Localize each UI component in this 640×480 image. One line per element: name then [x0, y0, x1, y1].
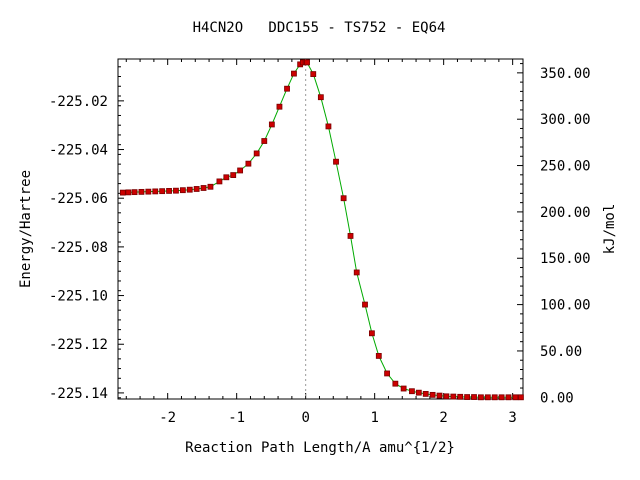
- y-tick-label: -225.06: [49, 191, 108, 207]
- data-point: [369, 330, 375, 337]
- data-point: [325, 123, 332, 130]
- data-point: [237, 167, 244, 174]
- data-point: [429, 391, 436, 398]
- axis-ticks: [118, 59, 523, 399]
- data-point: [291, 70, 297, 77]
- data-point: [436, 392, 443, 399]
- y2-tick-labels: 0.00 50.00 100.00 150.00 200.00 250.00 300.00 3…: [540, 66, 591, 406]
- data-point: [400, 385, 407, 392]
- data-point: [512, 394, 519, 401]
- data-point: [166, 188, 172, 194]
- y-tick-label: -225.14: [49, 386, 108, 402]
- data-point: [422, 390, 429, 397]
- data-point: [230, 172, 237, 178]
- x-tick-label: -2: [159, 410, 176, 426]
- y2-tick-label: 100.00: [540, 298, 591, 314]
- x-tick-label: 0: [301, 410, 309, 426]
- x-tick-label: 3: [508, 410, 516, 426]
- data-point: [505, 394, 512, 401]
- data-point: [138, 188, 145, 195]
- data-point: [392, 380, 399, 387]
- plot-frame: [117, 58, 524, 400]
- data-point: [276, 103, 283, 110]
- plot-border: [117, 58, 524, 400]
- x-axis-label: Reaction Path Length/A amu^{1/2}: [185, 440, 455, 456]
- data-point: [310, 71, 317, 77]
- y-tick-label: -225.12: [49, 337, 108, 353]
- data-point: [179, 187, 186, 194]
- y-tick-labels: -225.02 -225.04 -225.06 -225.08 -225.10 -225.…: [49, 94, 108, 402]
- series-energy: [119, 59, 524, 401]
- data-point: [261, 138, 268, 144]
- y-tick-label: -225.02: [49, 94, 108, 110]
- y2-tick-label: 0.00: [540, 390, 574, 406]
- y-tick-label: -225.04: [49, 143, 108, 159]
- data-point: [384, 370, 390, 377]
- data-point: [125, 189, 132, 196]
- data-point: [498, 394, 505, 401]
- data-point: [245, 160, 252, 167]
- data-point: [443, 393, 450, 400]
- y-tick-label: -225.10: [49, 289, 108, 305]
- y2-tick-label: 150.00: [540, 251, 591, 267]
- data-point: [131, 189, 138, 196]
- data-point: [152, 188, 159, 195]
- data-point: [353, 269, 360, 276]
- data-point: [216, 178, 223, 185]
- data-point: [119, 189, 126, 196]
- data-point: [375, 353, 382, 359]
- data-point: [478, 394, 484, 401]
- data-point: [340, 195, 347, 202]
- data-point: [347, 233, 354, 239]
- data-point: [317, 94, 324, 101]
- data-point: [200, 185, 207, 191]
- data-point: [268, 121, 275, 128]
- data-point: [409, 388, 415, 395]
- x-tick-label: 2: [439, 410, 447, 426]
- data-point: [223, 174, 230, 181]
- chart-title: H4CN2O DDC155 - TS752 - EQ64: [193, 20, 446, 36]
- data-point: [159, 188, 166, 195]
- data-point: [471, 394, 477, 400]
- data-point: [186, 186, 193, 193]
- y2-tick-label: 300.00: [540, 112, 591, 128]
- data-point: [518, 394, 524, 401]
- x-tick-label: -1: [228, 410, 245, 426]
- series-line: [122, 61, 521, 398]
- data-point: [193, 186, 200, 192]
- data-point: [304, 59, 310, 66]
- data-point: [333, 158, 339, 165]
- y2-tick-label: 200.00: [540, 205, 591, 221]
- data-point: [464, 394, 471, 400]
- y2-tick-label: 250.00: [540, 159, 591, 175]
- data-point: [145, 188, 152, 195]
- data-point: [484, 394, 491, 401]
- data-point: [457, 393, 464, 400]
- y-axis-label: Energy/Hartree: [18, 170, 34, 288]
- y2-tick-label: 350.00: [540, 66, 591, 82]
- data-point: [253, 150, 260, 157]
- data-point: [207, 183, 214, 190]
- data-point: [362, 301, 368, 308]
- y2-tick-label: 50.00: [540, 344, 582, 360]
- x-tick-label: 1: [370, 410, 378, 426]
- data-point: [173, 187, 179, 194]
- data-point: [450, 393, 457, 400]
- data-point: [284, 85, 290, 92]
- data-point: [491, 394, 498, 401]
- y2-axis-label: kJ/mol: [602, 204, 618, 255]
- data-point: [415, 389, 422, 396]
- y-tick-label: -225.08: [49, 240, 108, 256]
- x-tick-labels: -2 -1 0 1 2 3: [159, 410, 517, 426]
